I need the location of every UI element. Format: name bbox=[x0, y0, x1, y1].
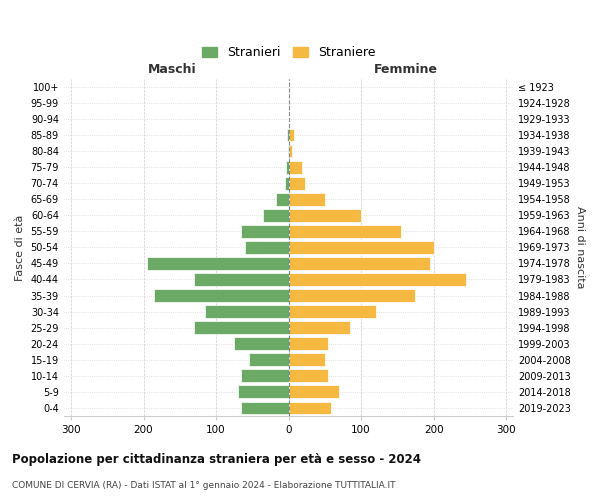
Bar bbox=[263, 209, 289, 222]
Bar bbox=[286, 160, 289, 173]
Bar bbox=[289, 176, 305, 190]
Bar bbox=[289, 305, 376, 318]
Bar bbox=[241, 370, 289, 382]
Bar bbox=[234, 338, 289, 350]
Bar bbox=[289, 257, 430, 270]
Bar bbox=[287, 128, 289, 141]
Bar bbox=[205, 305, 289, 318]
Bar bbox=[245, 241, 289, 254]
Bar bbox=[288, 144, 289, 158]
Bar bbox=[289, 402, 331, 414]
Bar bbox=[289, 241, 434, 254]
Bar bbox=[289, 354, 325, 366]
Bar bbox=[249, 354, 289, 366]
Bar bbox=[289, 338, 328, 350]
Bar bbox=[289, 209, 361, 222]
Bar bbox=[275, 193, 289, 205]
Bar bbox=[241, 402, 289, 414]
Bar bbox=[194, 321, 289, 334]
Bar bbox=[289, 321, 350, 334]
Legend: Stranieri, Straniere: Stranieri, Straniere bbox=[197, 41, 380, 64]
Bar bbox=[289, 273, 466, 286]
Y-axis label: Fasce di età: Fasce di età bbox=[15, 214, 25, 280]
Bar bbox=[238, 386, 289, 398]
Y-axis label: Anni di nascita: Anni di nascita bbox=[575, 206, 585, 288]
Bar bbox=[289, 144, 292, 158]
Bar bbox=[154, 289, 289, 302]
Bar bbox=[241, 225, 289, 238]
Text: Popolazione per cittadinanza straniera per età e sesso - 2024: Popolazione per cittadinanza straniera p… bbox=[12, 452, 421, 466]
Bar bbox=[289, 128, 295, 141]
Bar bbox=[289, 193, 325, 205]
Bar bbox=[289, 289, 415, 302]
Text: Femmine: Femmine bbox=[373, 62, 437, 76]
Bar bbox=[289, 160, 302, 173]
Bar bbox=[285, 176, 289, 190]
Text: COMUNE DI CERVIA (RA) - Dati ISTAT al 1° gennaio 2024 - Elaborazione TUTTITALIA.: COMUNE DI CERVIA (RA) - Dati ISTAT al 1°… bbox=[12, 480, 395, 490]
Bar bbox=[289, 370, 328, 382]
Bar bbox=[194, 273, 289, 286]
Bar bbox=[289, 225, 401, 238]
Bar bbox=[289, 386, 340, 398]
Bar bbox=[147, 257, 289, 270]
Text: Maschi: Maschi bbox=[148, 62, 196, 76]
